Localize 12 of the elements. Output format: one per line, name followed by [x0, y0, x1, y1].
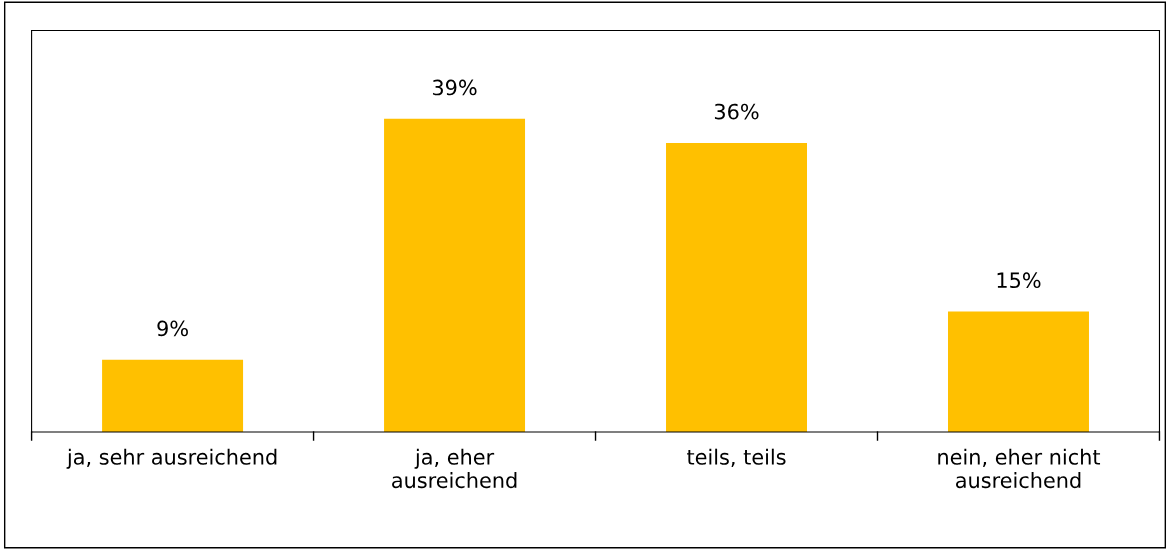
data-label: 39%: [432, 79, 477, 96]
data-label: 9%: [157, 320, 188, 337]
x-tick-label: nein, eher nicht ausreichend: [938, 448, 1101, 489]
x-tick-label: ja, sehr ausreichend: [66, 448, 277, 469]
data-label: 15%: [997, 272, 1041, 289]
data-label: 36%: [714, 103, 759, 120]
x-tick-label: ja, eher ausreichend: [392, 448, 517, 489]
x-tick-label: teils, teils: [687, 448, 786, 467]
bar: [384, 118, 526, 433]
bar: [666, 142, 808, 433]
bar: [947, 311, 1089, 433]
bar: [102, 359, 244, 433]
